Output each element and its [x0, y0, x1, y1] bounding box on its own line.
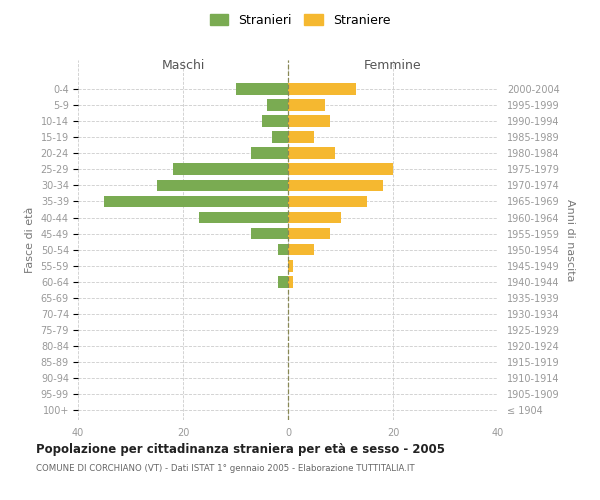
Bar: [288, 116, 330, 127]
Bar: [104, 196, 288, 207]
Bar: [235, 83, 288, 94]
Y-axis label: Fasce di età: Fasce di età: [25, 207, 35, 273]
Text: COMUNE DI CORCHIANO (VT) - Dati ISTAT 1° gennaio 2005 - Elaborazione TUTTITALIA.: COMUNE DI CORCHIANO (VT) - Dati ISTAT 1°…: [36, 464, 415, 473]
Bar: [272, 132, 288, 143]
Text: Maschi: Maschi: [161, 59, 205, 72]
Text: Femmine: Femmine: [364, 59, 422, 72]
Bar: [288, 83, 356, 94]
Bar: [267, 99, 288, 111]
Bar: [288, 148, 335, 159]
Bar: [288, 99, 325, 111]
Bar: [157, 180, 288, 191]
Bar: [173, 164, 288, 175]
Bar: [251, 148, 288, 159]
Bar: [288, 212, 341, 224]
Legend: Stranieri, Straniere: Stranieri, Straniere: [205, 8, 395, 32]
Bar: [288, 164, 393, 175]
Bar: [288, 244, 314, 256]
Bar: [262, 116, 288, 127]
Bar: [288, 132, 314, 143]
Bar: [288, 180, 383, 191]
Bar: [277, 276, 288, 287]
Bar: [288, 228, 330, 239]
Text: Popolazione per cittadinanza straniera per età e sesso - 2005: Popolazione per cittadinanza straniera p…: [36, 442, 445, 456]
Bar: [288, 196, 367, 207]
Bar: [288, 276, 293, 287]
Bar: [277, 244, 288, 256]
Y-axis label: Anni di nascita: Anni di nascita: [565, 198, 575, 281]
Bar: [251, 228, 288, 239]
Bar: [288, 260, 293, 272]
Bar: [199, 212, 288, 224]
